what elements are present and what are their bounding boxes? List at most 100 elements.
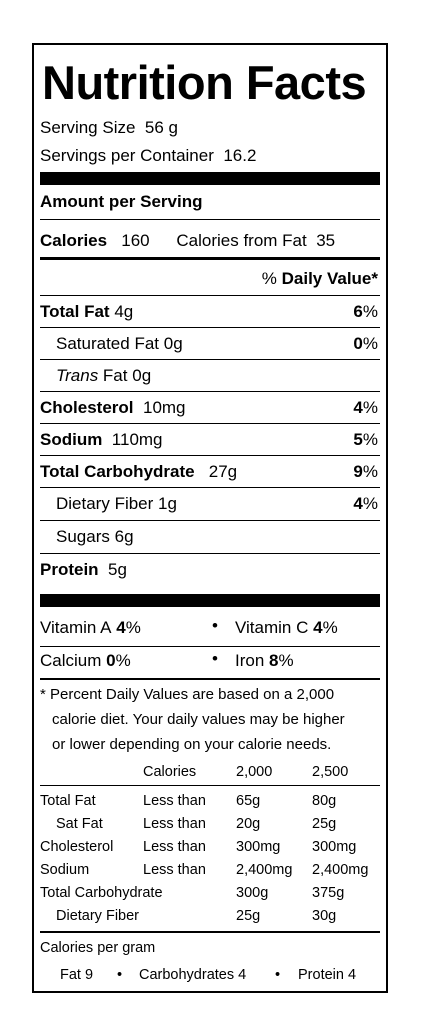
pct-sign: % [362, 334, 378, 353]
dv-pct-sign: % [261, 269, 282, 288]
table-header: 2,000 [236, 764, 273, 780]
iron-pct: 8 [269, 651, 279, 670]
bullet-icon: • [275, 967, 281, 983]
calories-from-fat-label: Calories from Fat [176, 231, 307, 250]
table-row-value: 2,400mg [236, 862, 293, 878]
calcium-label: Calcium [40, 651, 102, 670]
daily-value-header: % Daily Value* [262, 269, 378, 289]
table-header: Calories [143, 764, 197, 780]
nutrient-pct: 4 [353, 398, 363, 417]
serving-size-value: 56 g [144, 118, 178, 137]
calories-row: Calories 160 Calories from Fat 35 [40, 231, 335, 251]
divider [40, 785, 380, 786]
table-header: 2,500 [312, 764, 349, 780]
nutrient-amount: 4g [114, 302, 134, 321]
nutrient-pct: 4 [353, 494, 363, 513]
divider [40, 553, 380, 554]
bullet-icon: • [117, 967, 123, 983]
footnote-line: * Percent Daily Values are based on a 2,… [40, 686, 335, 703]
divider [40, 646, 380, 647]
table-row-name: Dietary Fiber [56, 908, 139, 924]
vitamin-a: Vitamin A 4% [40, 618, 141, 638]
nutrient-pct: 9 [353, 462, 363, 481]
bullet-icon: • [212, 649, 218, 668]
calcium-pct: 0 [106, 651, 116, 670]
divider [40, 678, 380, 680]
nutrient-row: Saturated Fat 0g 0% [40, 329, 380, 357]
nutrient-name: Saturated Fat [56, 334, 160, 353]
table-row-name: Sodium [40, 862, 90, 878]
serving-size: Serving Size 56 g [40, 118, 178, 138]
vitamin-c-pct: 4 [313, 618, 323, 637]
divider [40, 423, 380, 424]
table-row-value: 80g [312, 793, 337, 809]
table-row-name: Cholesterol [40, 839, 114, 855]
servings-per-container: Servings per Container 16.2 [40, 146, 256, 166]
table-row-name: Total Fat [40, 793, 96, 809]
nutrient-amount: 110mg [111, 430, 163, 449]
divider [40, 327, 380, 328]
nutrient-name: Total Fat [40, 302, 110, 321]
nutrient-row: Protein 5g [40, 555, 380, 583]
per-gram-fat: Fat 9 [60, 967, 94, 983]
divider [40, 391, 380, 392]
table-row-value: 300g [236, 885, 269, 901]
nutrient-name: Sodium [40, 430, 103, 449]
nutrient-name: Protein [40, 560, 99, 579]
table-row-qualifier: Less than [143, 839, 206, 855]
table-row-value: 300mg [236, 839, 281, 855]
divider [40, 295, 380, 296]
pct-sign: % [322, 618, 338, 637]
divider [40, 931, 380, 933]
nutrient-name: Fat [98, 366, 128, 385]
calories-from-fat-value: 35 [316, 231, 336, 250]
table-row-qualifier: Less than [143, 862, 206, 878]
nutrient-name: Dietary Fiber [56, 494, 154, 513]
calcium: Calcium 0% [40, 651, 131, 671]
pct-sign: % [362, 398, 378, 417]
thick-divider [40, 594, 380, 607]
nutrient-pct: 6 [353, 302, 363, 321]
nutrient-row: Dietary Fiber 1g 4% [40, 489, 380, 517]
table-row-qualifier: Less than [143, 816, 206, 832]
servings-value: 16.2 [223, 146, 257, 165]
dv-label: Daily Value* [281, 269, 378, 288]
divider [40, 487, 380, 488]
table-row-name: Sat Fat [56, 816, 103, 832]
nutrient-pct: 5 [353, 430, 363, 449]
nutrient-name: Sugars [56, 527, 110, 546]
nutrient-row: Trans Fat 0g [40, 361, 380, 389]
pct-sign: % [278, 651, 294, 670]
pct-sign: % [115, 651, 131, 670]
thick-divider [40, 172, 380, 185]
table-row-value: 30g [312, 908, 337, 924]
nutrient-amount: 6g [114, 527, 134, 546]
nutrient-amount: 0g [163, 334, 183, 353]
per-gram-carbohydrates: Carbohydrates 4 [139, 967, 247, 983]
nutrient-amount: 27g [208, 462, 238, 481]
nutrient-row: Sugars 6g [40, 522, 380, 550]
nutrient-amount: 1g [158, 494, 177, 513]
table-row-value: 25g [236, 908, 261, 924]
divider [40, 520, 380, 521]
nutrient-name: Cholesterol [40, 398, 134, 417]
per-gram-protein: Protein 4 [298, 967, 357, 983]
footnote-line: or lower depending on your calorie needs… [52, 736, 332, 753]
nutrient-amount: 5g [108, 560, 127, 579]
nutrient-row: Total Carbohydrate 27g 9% [40, 457, 380, 485]
nutrient-row: Cholesterol 10mg 4% [40, 393, 380, 421]
nutrition-label: Nutrition Facts Serving Size 56 g Servin… [32, 43, 388, 993]
divider [40, 257, 380, 260]
nutrient-row: Sodium 110mg 5% [40, 425, 380, 453]
nutrient-name-italic: Trans [56, 366, 99, 385]
nutrient-pct: 0 [353, 334, 363, 353]
vitamin-c: Vitamin C 4% [235, 618, 338, 638]
nutrient-amount: 0g [132, 366, 152, 385]
pct-sign: % [125, 618, 141, 637]
calories-per-gram-label: Calories per gram [40, 940, 156, 956]
table-row-value: 25g [312, 816, 337, 832]
nutrient-row: Total Fat 4g 6% [40, 297, 380, 325]
nutrient-name: Total Carbohydrate [40, 462, 195, 481]
table-row-value: 2,400mg [312, 862, 369, 878]
calories-value: 160 [121, 231, 150, 250]
